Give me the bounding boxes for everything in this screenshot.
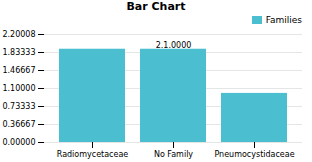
svg-text:Radiomycetaceae: Radiomycetaceae xyxy=(57,150,129,159)
svg-text:1.46667: 1.46667 xyxy=(2,66,35,75)
html-text:Families: Families xyxy=(265,15,302,25)
svg-text:No Family: No Family xyxy=(154,150,193,159)
svg-text:0.36667: 0.36667 xyxy=(2,120,35,129)
html-text:Bar Chart: Bar Chart xyxy=(126,0,186,13)
svg-text:1.83333: 1.83333 xyxy=(2,48,35,57)
svg-text:2.1.0000: 2.1.0000 xyxy=(156,41,192,50)
svg-text:0.73333: 0.73333 xyxy=(2,102,35,111)
svg-text:Pneumocystidaceae: Pneumocystidaceae xyxy=(214,150,294,159)
svg-text:1.10000: 1.10000 xyxy=(2,84,35,93)
svg-text:2.20008: 2.20008 xyxy=(2,30,35,39)
svg-text:0.00000: 0.00000 xyxy=(2,138,35,147)
